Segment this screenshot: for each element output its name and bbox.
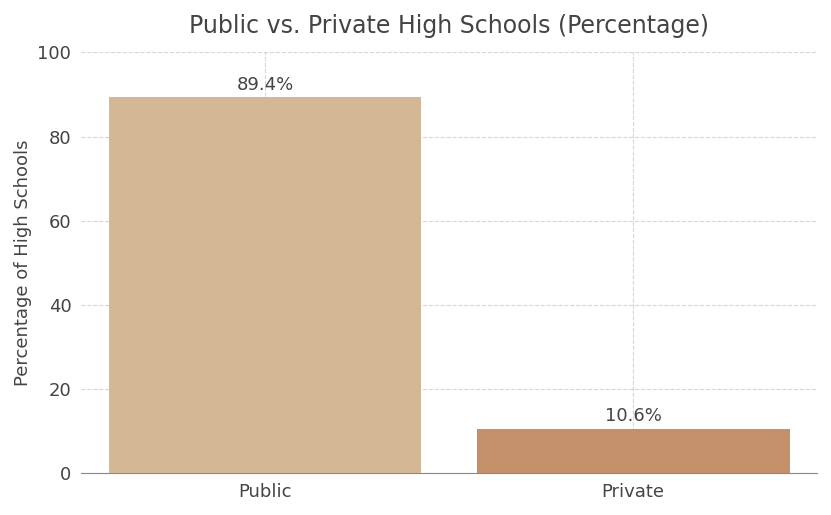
Title: Public vs. Private High Schools (Percentage): Public vs. Private High Schools (Percent… <box>189 14 709 38</box>
Text: 10.6%: 10.6% <box>605 407 661 425</box>
Y-axis label: Percentage of High Schools: Percentage of High Schools <box>14 140 32 386</box>
Text: 89.4%: 89.4% <box>237 76 293 94</box>
Bar <box>109 97 421 473</box>
Bar <box>477 429 789 473</box>
